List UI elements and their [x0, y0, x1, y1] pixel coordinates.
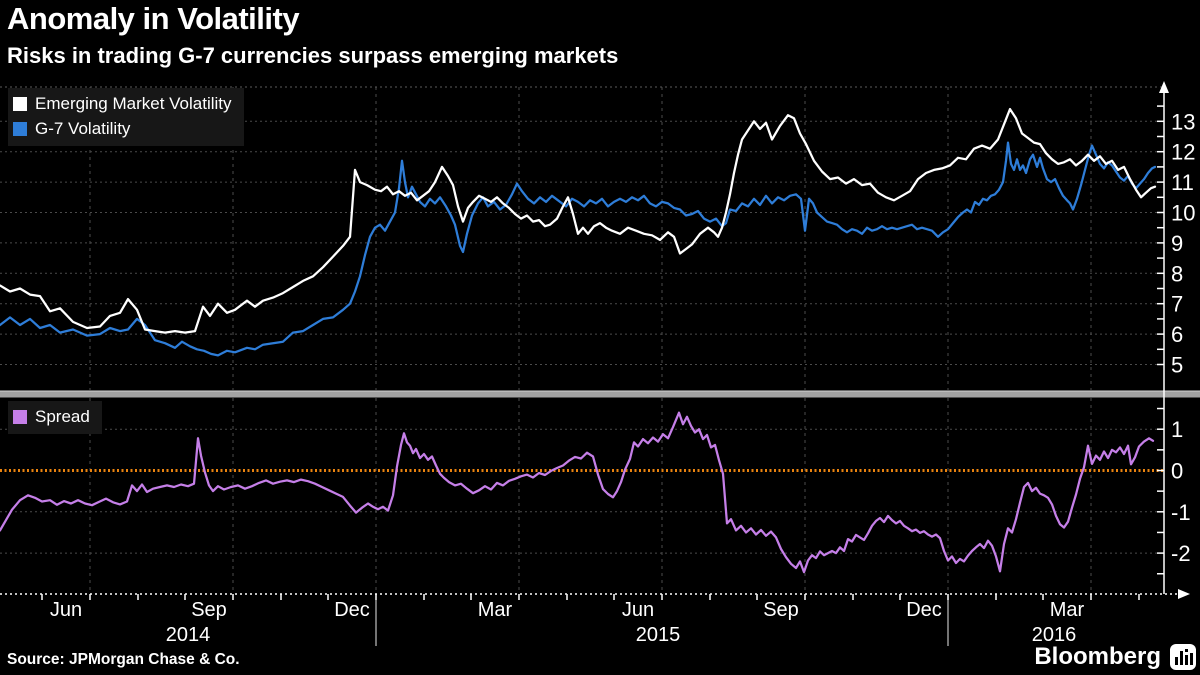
y-tick-label-vol: 8 — [1171, 261, 1183, 286]
y-tick-label-vol: 10 — [1171, 201, 1195, 226]
bloomberg-chart-bars-icon — [1170, 644, 1196, 670]
em-volatility-line — [0, 107, 1157, 334]
page-title: Anomaly in Volatility — [7, 1, 300, 36]
legend-item-em-volatility: Emerging Market Volatility — [13, 91, 232, 116]
y-tick-label-spread: 1 — [1171, 417, 1183, 442]
em-volatility-label: Emerging Market Volatility — [35, 93, 232, 113]
g7-volatility-line — [0, 141, 1157, 357]
legend-item-g7-volatility: G-7 Volatility — [13, 116, 232, 141]
x-axis-arrow-icon — [1178, 589, 1190, 599]
y-tick-label-vol: 13 — [1171, 109, 1195, 134]
y-tick-label-vol: 5 — [1171, 353, 1183, 378]
y-tick-label-spread: -2 — [1171, 541, 1191, 566]
y-tick-label-vol: 7 — [1171, 292, 1183, 317]
x-month-label: Mar — [478, 599, 513, 621]
x-month-label: Mar — [1050, 599, 1085, 621]
x-month-label: Dec — [334, 599, 370, 621]
x-month-label: Sep — [191, 599, 227, 621]
em-volatility-swatch-icon — [13, 96, 27, 111]
g7-volatility-swatch-icon — [13, 121, 27, 136]
spread-swatch-icon — [13, 409, 27, 424]
bloomberg-logo-text: Bloomberg — [1034, 643, 1161, 670]
legend-item-spread: Spread — [13, 404, 90, 429]
g7-volatility-label: G-7 Volatility — [35, 118, 131, 138]
legend-spread-panel: Spread — [8, 401, 102, 434]
y-tick-label-vol: 6 — [1171, 322, 1183, 347]
source-attribution: Source: JPMorgan Chase & Co. — [7, 651, 240, 668]
y-tick-label-vol: 9 — [1171, 231, 1183, 256]
y-tick-label-spread: -1 — [1171, 500, 1191, 525]
panel-separator — [0, 391, 1200, 398]
y-axis-arrow-icon — [1159, 81, 1169, 93]
x-year-label: 2015 — [636, 624, 681, 646]
x-month-label: Dec — [906, 599, 942, 621]
x-month-label: Jun — [622, 599, 654, 621]
spread-line — [0, 411, 1155, 574]
x-year-label: 2016 — [1032, 624, 1077, 646]
y-tick-label-vol: 12 — [1171, 140, 1195, 165]
page-subtitle: Risks in trading G-7 currencies surpass … — [7, 43, 619, 68]
bloomberg-logo: Bloomberg — [1034, 643, 1196, 671]
x-month-label: Jun — [50, 599, 82, 621]
legend-volatility-panel: Emerging Market Volatility G-7 Volatilit… — [8, 88, 244, 146]
x-month-label: Sep — [763, 599, 799, 621]
y-tick-label-spread: 0 — [1171, 459, 1183, 484]
y-tick-label-vol: 11 — [1171, 170, 1194, 195]
x-year-label: 2014 — [166, 624, 211, 646]
spread-label: Spread — [35, 406, 90, 426]
